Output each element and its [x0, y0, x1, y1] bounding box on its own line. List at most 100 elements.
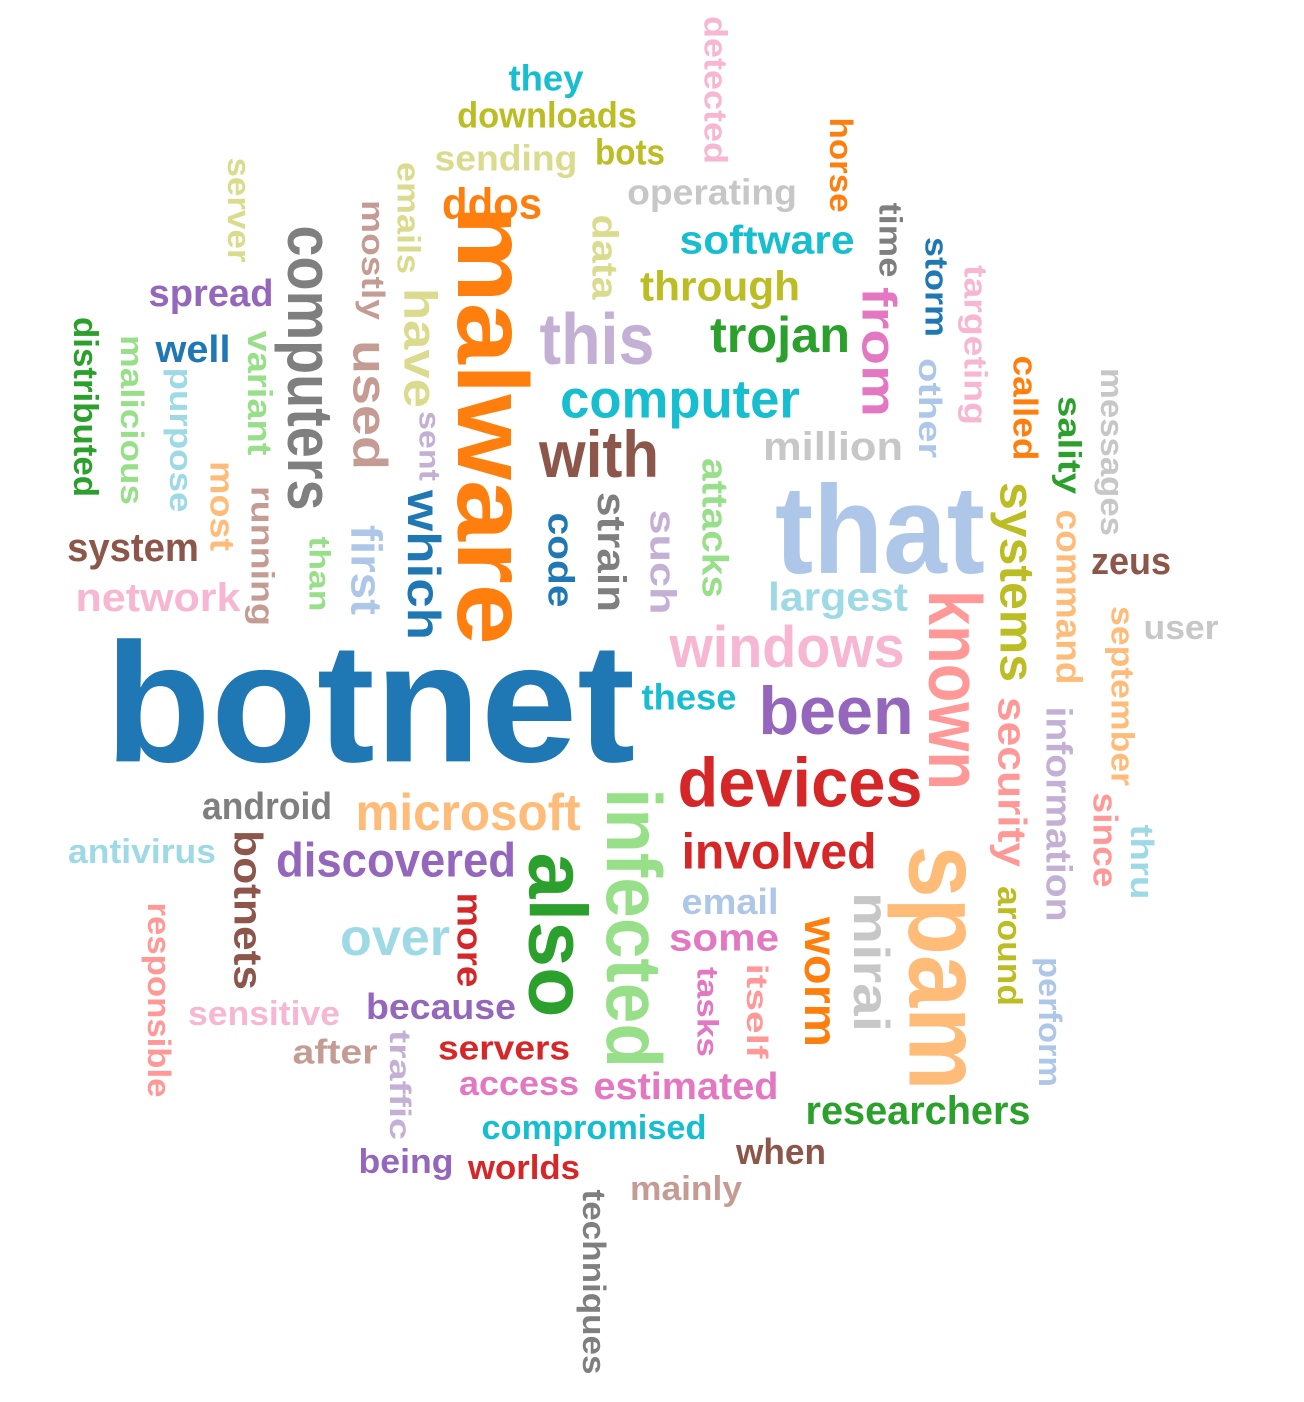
word-itself: itself	[740, 963, 774, 1058]
word-they: they	[509, 58, 584, 99]
word-computers: computers	[274, 226, 345, 511]
word-user: user	[1144, 609, 1219, 646]
word-september: september	[1104, 606, 1140, 786]
word-than: than	[303, 537, 337, 612]
word-malicious: malicious	[113, 335, 148, 505]
word-these: these	[642, 677, 737, 718]
word-operating: operating	[627, 172, 797, 212]
word-tasks: tasks	[691, 967, 725, 1057]
word-android: android	[202, 785, 332, 827]
word-known: known	[913, 590, 997, 790]
word-since: since	[1086, 792, 1124, 887]
word-after: after	[293, 1033, 378, 1071]
word-which: which	[398, 489, 450, 640]
word-distributed: distributed	[66, 317, 104, 497]
word-windows: windows	[668, 616, 904, 680]
word-network: network	[76, 574, 242, 619]
word-purpose: purpose	[162, 368, 197, 513]
word-botnet: botnet	[105, 608, 635, 798]
word-mostly: mostly	[354, 200, 389, 321]
word-also: also	[512, 852, 603, 1017]
word-worlds: worlds	[467, 1149, 580, 1187]
word-antivirus: antivirus	[68, 833, 216, 870]
word-being: being	[359, 1143, 454, 1181]
word-sensitive: sensitive	[188, 995, 340, 1032]
word-spread: spread	[149, 273, 274, 315]
word-storm: storm	[918, 237, 954, 337]
word-through: through	[640, 263, 800, 310]
word-zeus: zeus	[1091, 540, 1171, 582]
word-with: with	[538, 418, 659, 491]
word-messages: messages	[1093, 368, 1128, 536]
word-over: over	[340, 909, 450, 967]
word-called: called	[1006, 356, 1044, 461]
word-some: some	[669, 917, 779, 959]
word-other: other	[912, 358, 948, 458]
word-servers: servers	[438, 1029, 570, 1067]
word-code: code	[540, 512, 580, 607]
word-such: such	[643, 510, 684, 615]
word-worm: worm	[794, 916, 845, 1047]
word-downloads: downloads	[457, 96, 637, 136]
word-most: most	[203, 461, 241, 551]
word-traffic: traffic	[383, 1030, 416, 1140]
word-devices: devices	[678, 744, 923, 822]
word-when: when	[735, 1132, 826, 1172]
word-involved: involved	[682, 824, 877, 879]
word-sent: sent	[413, 411, 447, 481]
word-have: have	[394, 288, 445, 408]
word-thru: thru	[1124, 825, 1160, 900]
word-horse: horse	[822, 118, 857, 213]
word-server: server	[220, 157, 255, 262]
word-information: information	[1039, 707, 1079, 922]
word-million: million	[763, 423, 903, 468]
word-targeting: targeting	[957, 265, 993, 425]
word-more: more	[450, 893, 490, 988]
word-well: well	[155, 329, 231, 371]
word-perform: perform	[1031, 957, 1067, 1087]
word-data: data	[584, 215, 624, 300]
word-sending: sending	[435, 138, 578, 178]
word-computer: computer	[560, 370, 800, 430]
word-responsible: responsible	[140, 903, 175, 1098]
word-spam: spam	[886, 846, 1003, 1091]
word-from: from	[852, 287, 905, 417]
word-that: that	[775, 460, 985, 600]
word-estimated: estimated	[594, 1066, 779, 1108]
word-because: because	[366, 987, 516, 1027]
word-software: software	[680, 218, 855, 263]
word-largest: largest	[768, 575, 908, 619]
word-command: command	[1049, 510, 1089, 685]
word-emails: emails	[390, 162, 426, 274]
word-detected: detected	[697, 16, 733, 164]
word-researchers: researchers	[806, 1089, 1031, 1133]
word-infected: infected	[590, 788, 677, 1068]
word-been: been	[758, 673, 913, 749]
word-sality: sality	[1051, 396, 1086, 494]
word-running: running	[244, 486, 280, 626]
word-email: email	[682, 882, 779, 922]
word-used: used	[342, 340, 396, 470]
word-discovered: discovered	[276, 833, 516, 886]
word-time: time	[872, 203, 907, 278]
word-system: system	[67, 526, 199, 570]
word-this: this	[540, 300, 655, 380]
word-mirai: mirai	[843, 892, 899, 1032]
word-attacks: attacks	[694, 458, 734, 598]
word-mainly: mainly	[630, 1170, 743, 1207]
word-strain: strain	[590, 492, 635, 612]
word-trojan: trojan	[710, 307, 850, 363]
word-bots: bots	[595, 133, 665, 173]
word-techniques: techniques	[575, 1190, 610, 1375]
word-around: around	[990, 886, 1027, 1006]
word-ddos: ddos	[442, 179, 542, 228]
word-security: security	[990, 697, 1035, 867]
word-malware: malware	[436, 205, 547, 645]
word-first: first	[342, 525, 392, 615]
word-systems: systems	[990, 482, 1043, 682]
word-microsoft: microsoft	[355, 783, 580, 841]
word-compromised: compromised	[482, 1109, 707, 1147]
word-botnets: botnets	[226, 830, 271, 990]
word-access: access	[459, 1065, 579, 1103]
